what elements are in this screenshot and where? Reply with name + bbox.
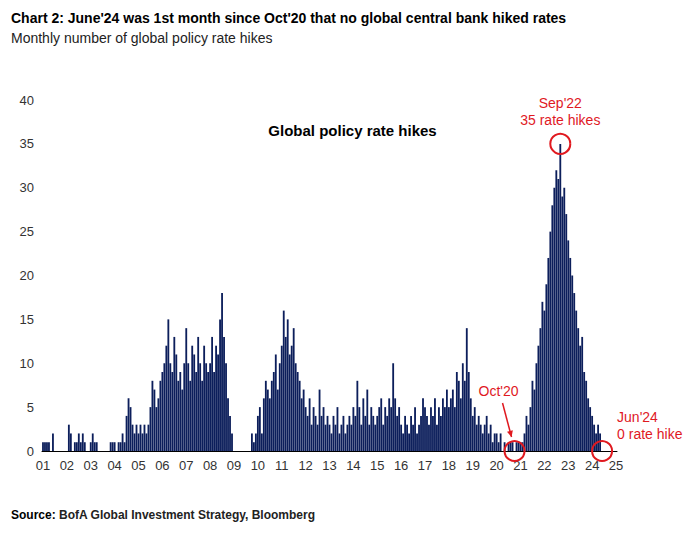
svg-text:Jun'24: Jun'24 (617, 409, 658, 425)
svg-text:Oct'20: Oct'20 (479, 383, 519, 399)
svg-text:02: 02 (60, 458, 74, 473)
svg-text:Source:: Source: (11, 508, 56, 522)
svg-text:25: 25 (20, 224, 34, 239)
svg-text:25: 25 (609, 458, 623, 473)
svg-text:35 rate hikes: 35 rate hikes (520, 112, 600, 128)
svg-text:20: 20 (489, 458, 503, 473)
svg-text:08: 08 (203, 458, 217, 473)
svg-text:Sep'22: Sep'22 (539, 95, 582, 111)
svg-text:12: 12 (298, 458, 312, 473)
svg-text:20: 20 (20, 268, 34, 283)
svg-text:15: 15 (370, 458, 384, 473)
svg-text:0 rate hike: 0 rate hike (617, 426, 683, 442)
svg-text:BofA Global Investment Strateg: BofA Global Investment Strategy, Bloombe… (56, 508, 315, 522)
svg-text:19: 19 (466, 458, 480, 473)
svg-text:5: 5 (27, 400, 34, 415)
svg-text:01: 01 (36, 458, 50, 473)
svg-text:35: 35 (20, 136, 34, 151)
svg-text:09: 09 (227, 458, 241, 473)
svg-text:10: 10 (251, 458, 265, 473)
svg-text:21: 21 (513, 458, 528, 473)
svg-text:04: 04 (107, 458, 121, 473)
svg-text:Monthly number of global polic: Monthly number of global policy rate hik… (11, 30, 272, 46)
svg-text:10: 10 (20, 356, 34, 371)
svg-text:06: 06 (155, 458, 169, 473)
svg-text:14: 14 (346, 458, 360, 473)
svg-text:05: 05 (131, 458, 145, 473)
svg-text:16: 16 (394, 458, 408, 473)
svg-text:Chart 2: June'24 was 1st month: Chart 2: June'24 was 1st month since Oct… (11, 10, 566, 26)
svg-text:22: 22 (537, 458, 551, 473)
svg-text:13: 13 (322, 458, 336, 473)
svg-text:15: 15 (20, 312, 34, 327)
svg-text:0: 0 (27, 444, 34, 459)
svg-text:30: 30 (20, 180, 34, 195)
svg-text:40: 40 (20, 93, 34, 108)
svg-text:03: 03 (84, 458, 98, 473)
svg-text:Global policy rate hikes: Global policy rate hikes (268, 122, 436, 139)
svg-text:17: 17 (418, 458, 432, 473)
svg-text:11: 11 (275, 458, 289, 473)
svg-text:07: 07 (179, 458, 193, 473)
svg-text:18: 18 (442, 458, 456, 473)
svg-text:23: 23 (561, 458, 575, 473)
svg-text:24: 24 (584, 458, 600, 473)
